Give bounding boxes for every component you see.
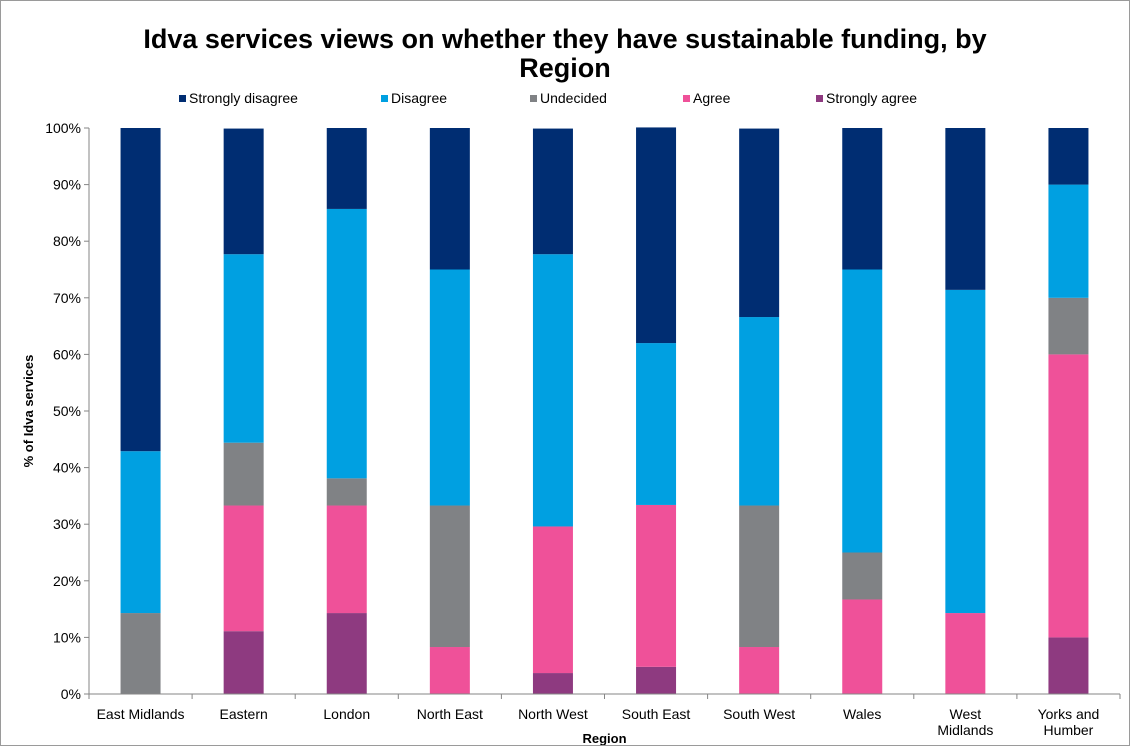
x-tick-label: South East <box>622 706 691 722</box>
x-tick-label: West Midlands <box>937 706 993 738</box>
y-tick-label: 10% <box>53 629 81 645</box>
chart-legend: Strongly disagree Disagree Undecided Agree S… <box>179 90 917 106</box>
bar-south-west-undecided <box>739 505 780 648</box>
y-tick-label: 30% <box>53 516 81 532</box>
legend-swatch-undecided <box>530 95 537 102</box>
x-axis-title: Region <box>582 731 626 745</box>
bar-north-west-strongly-disagree <box>532 128 573 255</box>
x-tick-label: Eastern <box>220 706 268 722</box>
y-tick-label: 60% <box>53 346 81 362</box>
bar-east-midlands-undecided <box>120 613 161 694</box>
y-tick-label: 90% <box>53 177 81 193</box>
y-tick-label: 80% <box>53 233 81 249</box>
x-tick-label: North West <box>518 706 588 722</box>
bar-wales-agree <box>842 599 883 694</box>
y-tick-label: 0% <box>61 686 81 702</box>
bar-yorks-and-humber-agree <box>1048 354 1089 638</box>
bar-south-east-disagree <box>636 343 677 505</box>
bar-north-east-disagree <box>429 269 470 506</box>
y-tick-label: 50% <box>53 403 81 419</box>
x-axis: East Midlands Eastern London North East Nort… <box>88 693 1121 738</box>
x-tick-label: East Midlands <box>97 706 185 722</box>
bar-east-midlands-disagree <box>120 451 161 614</box>
x-tick-label: London <box>323 706 370 722</box>
bar-series <box>120 127 1089 694</box>
bar-south-east-strongly-disagree <box>636 127 677 344</box>
y-tick-label: 40% <box>53 460 81 476</box>
bar-north-east-strongly-disagree <box>429 128 470 270</box>
bar-eastern-strongly-disagree <box>223 128 264 255</box>
y-axis: 0% 10% 20% 30% 40% 50% 60% 70% 80% 90% 100% <box>45 120 90 702</box>
bar-north-east-agree <box>429 647 470 694</box>
bar-south-west-disagree <box>739 317 780 506</box>
legend-label-strongly-agree: Strongly agree <box>826 90 917 106</box>
x-tick-label: Yorks and Humber <box>1038 706 1100 738</box>
legend-label-disagree: Disagree <box>391 90 447 106</box>
bar-london-strongly-agree <box>326 613 367 694</box>
bar-yorks-and-humber-strongly-disagree <box>1048 128 1089 185</box>
bar-eastern-strongly-agree <box>223 631 264 694</box>
bar-eastern-undecided <box>223 442 264 506</box>
bar-west-midlands-agree <box>945 613 986 694</box>
legend-swatch-agree <box>683 95 690 102</box>
bar-yorks-and-humber-undecided <box>1048 297 1089 355</box>
bar-yorks-and-humber-disagree <box>1048 184 1089 298</box>
y-tick-label: 20% <box>53 573 81 589</box>
bar-south-east-agree <box>636 504 677 667</box>
bar-yorks-and-humber-strongly-agree <box>1048 637 1089 694</box>
bar-east-midlands-strongly-disagree <box>120 128 161 452</box>
bar-wales-disagree <box>842 269 883 553</box>
bar-south-west-strongly-disagree <box>739 128 780 318</box>
bar-north-west-strongly-agree <box>532 673 573 694</box>
chart-title: Idva services views on whether they have… <box>143 24 986 83</box>
legend-label-agree: Agree <box>693 90 731 106</box>
legend-label-strongly-disagree: Strongly disagree <box>189 90 298 106</box>
chart-title-line: Idva services views on whether they have… <box>143 24 986 54</box>
legend-swatch-strongly-agree <box>816 95 823 102</box>
bar-north-west-agree <box>532 526 573 674</box>
x-tick-label: North East <box>417 706 483 722</box>
bar-london-strongly-disagree <box>326 128 367 209</box>
x-tick-label: Wales <box>843 706 881 722</box>
legend-label-undecided: Undecided <box>540 90 607 106</box>
chart-title-line: Region <box>519 53 611 83</box>
legend-swatch-strongly-disagree <box>179 95 186 102</box>
bar-south-west-agree <box>739 647 780 694</box>
bar-london-disagree <box>326 208 367 479</box>
y-axis-title: % of Idva services <box>21 355 36 468</box>
bar-north-west-disagree <box>532 254 573 527</box>
bar-west-midlands-disagree <box>945 289 986 614</box>
bar-london-agree <box>326 505 367 614</box>
y-tick-label: 70% <box>53 290 81 306</box>
x-tick-label: South West <box>723 706 795 722</box>
bar-west-midlands-strongly-disagree <box>945 128 986 290</box>
legend-swatch-disagree <box>381 95 388 102</box>
bar-north-east-undecided <box>429 505 470 648</box>
y-tick-label: 100% <box>45 120 81 136</box>
bar-wales-undecided <box>842 552 883 600</box>
bar-london-undecided <box>326 478 367 506</box>
bar-south-east-strongly-agree <box>636 666 677 694</box>
bar-eastern-disagree <box>223 254 264 443</box>
bar-wales-strongly-disagree <box>842 128 883 270</box>
bar-eastern-agree <box>223 505 264 632</box>
